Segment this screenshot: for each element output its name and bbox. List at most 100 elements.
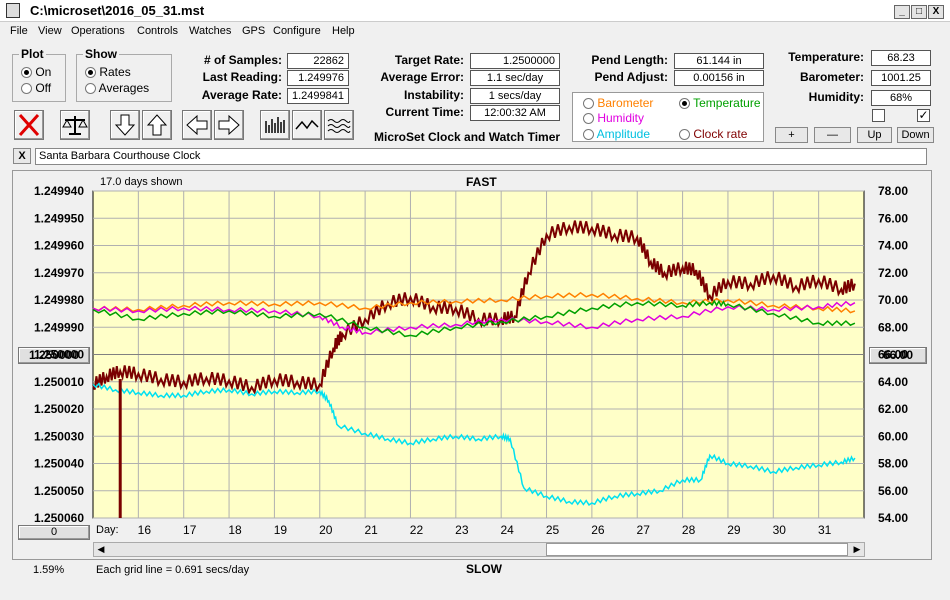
down-arrow-button[interactable] (110, 110, 140, 140)
down-button[interactable]: Down (897, 127, 934, 143)
radio-icon (85, 83, 96, 95)
y-left-tick-label: 1.250060 (34, 511, 84, 525)
y-left-tick-label: 1.249940 (34, 184, 84, 198)
samples-label: # of Samples: (203, 53, 282, 67)
y-left-tick-label: 1.249990 (34, 320, 84, 334)
menu-gps[interactable]: GPS (242, 25, 266, 37)
stop-button[interactable] (14, 110, 44, 140)
pend-adjust-label: Pend Adjust: (594, 70, 668, 84)
window-title: C:\microset\2016_05_31.mst (30, 3, 205, 18)
current-time-label: Current Time: (385, 105, 464, 119)
right-checkbox[interactable]: ✓ (917, 108, 930, 122)
radio-selected-icon (85, 67, 96, 79)
balance-scale-icon (62, 116, 88, 135)
x-tick-label: 19 (274, 523, 288, 537)
line-graph-button[interactable] (292, 110, 322, 140)
balance-button[interactable] (60, 110, 90, 140)
x-tick-label: 22 (410, 523, 424, 537)
scroll-left-icon[interactable]: ◀ (97, 544, 105, 554)
radio-selected-icon (21, 67, 32, 79)
x-tick-label: 26 (591, 523, 605, 537)
amplitude-option[interactable]: Amplitude (583, 127, 650, 141)
y-right-tick-label: 72.00 (878, 266, 908, 280)
last-reading-label: Last Reading: (202, 70, 282, 84)
maximize-button[interactable]: □ (911, 5, 927, 19)
plot-off-radio[interactable]: Off (21, 81, 51, 95)
samples-value: 22862 (287, 53, 349, 69)
x-tick-label: 21 (364, 523, 378, 537)
series-line-clock-rate (92, 220, 856, 396)
clock-name-field[interactable]: Santa Barbara Courthouse Clock (35, 148, 927, 165)
line-graph-icon (295, 119, 319, 130)
x-tick-label: 18 (228, 523, 242, 537)
y-right-tick-label: 76.00 (878, 211, 908, 225)
left-checkbox[interactable] (872, 109, 885, 122)
right-arrow-button[interactable] (214, 110, 244, 140)
temperature-value: 68.23 (871, 50, 931, 66)
arrow-up-icon (146, 114, 168, 136)
up-arrow-button[interactable] (142, 110, 172, 140)
waves-button[interactable] (324, 110, 354, 140)
radio-icon (583, 129, 594, 141)
x-tick-label: 27 (637, 523, 651, 537)
scroll-thumb[interactable] (546, 543, 848, 556)
y-right-tick-label: 54.00 (878, 511, 908, 525)
y-right-tick-label: 74.00 (878, 239, 908, 253)
plot-on-radio[interactable]: On (21, 65, 51, 79)
clock-close-button[interactable]: X (13, 148, 31, 164)
show-group: Show Rates Averages (76, 47, 172, 102)
arrow-left-icon (186, 114, 208, 136)
radio-icon (679, 129, 690, 141)
target-rate-label: Target Rate: (394, 53, 464, 67)
horizontal-scrollbar[interactable]: ◀ ▶ (93, 542, 865, 557)
show-averages-radio[interactable]: Averages (85, 81, 149, 95)
y-right-tick-label: 68.00 (878, 320, 908, 334)
menu-configure[interactable]: Configure (273, 25, 321, 37)
up-button[interactable]: Up (857, 127, 892, 143)
title-bar: C:\microset\2016_05_31.mst _ □ X (0, 0, 950, 22)
y-left-tick-label: 1.249980 (34, 293, 84, 307)
aux-series-panel: Barometer Temperature Humidity Amplitude… (572, 92, 764, 142)
y-left-tick-label: 1.250010 (34, 375, 84, 389)
plot-group-title: Plot (19, 47, 46, 61)
menu-bar: File View Operations Controls Watches GP… (0, 22, 950, 42)
instability-value: 1 secs/day (470, 88, 560, 104)
menu-file[interactable]: File (10, 25, 28, 37)
app-icon (6, 3, 20, 18)
center-right-button[interactable]: 66.00 (869, 347, 927, 364)
menu-operations[interactable]: Operations (71, 25, 125, 37)
scroll-right-icon[interactable]: ▶ (853, 544, 861, 554)
menu-controls[interactable]: Controls (137, 25, 178, 37)
menu-help[interactable]: Help (332, 25, 355, 37)
y-right-tick-label: 60.00 (878, 429, 908, 443)
clock-rate-option[interactable]: Clock rate (679, 127, 747, 141)
barometer-option[interactable]: Barometer (583, 96, 653, 110)
x-tick-label: 17 (183, 523, 197, 537)
radio-selected-icon (679, 98, 690, 110)
left-arrow-button[interactable] (182, 110, 212, 140)
y-right-tick-label: 58.00 (878, 457, 908, 471)
grid-note: Each grid line = 0.691 secs/day (96, 564, 250, 576)
pend-length-label: Pend Length: (591, 53, 668, 67)
humidity-option[interactable]: Humidity (583, 111, 644, 125)
y-left-tick-label: 1.250000 (34, 348, 84, 362)
x-tick-label: 20 (319, 523, 333, 537)
days-shown-label: 17.0 days shown (100, 176, 183, 188)
minus-button[interactable]: — (814, 127, 851, 143)
menu-view[interactable]: View (38, 25, 62, 37)
red-x-icon (18, 113, 40, 137)
scroll-value-button[interactable]: 0 (18, 525, 90, 540)
minimize-button[interactable]: _ (894, 5, 910, 19)
close-button[interactable]: X (928, 5, 944, 19)
arrow-down-icon (114, 114, 136, 136)
center-left-button[interactable]: 1.250000 (18, 347, 90, 364)
menu-watches[interactable]: Watches (189, 25, 232, 37)
app-caption: MicroSet Clock and Watch Timer (374, 130, 561, 144)
show-rates-radio[interactable]: Rates (85, 65, 131, 79)
plus-button[interactable]: + (775, 127, 808, 143)
histogram-button[interactable] (260, 110, 290, 140)
temperature-option[interactable]: Temperature (679, 96, 761, 110)
show-group-title: Show (83, 47, 119, 61)
y-right-tick-label: 62.00 (878, 402, 908, 416)
